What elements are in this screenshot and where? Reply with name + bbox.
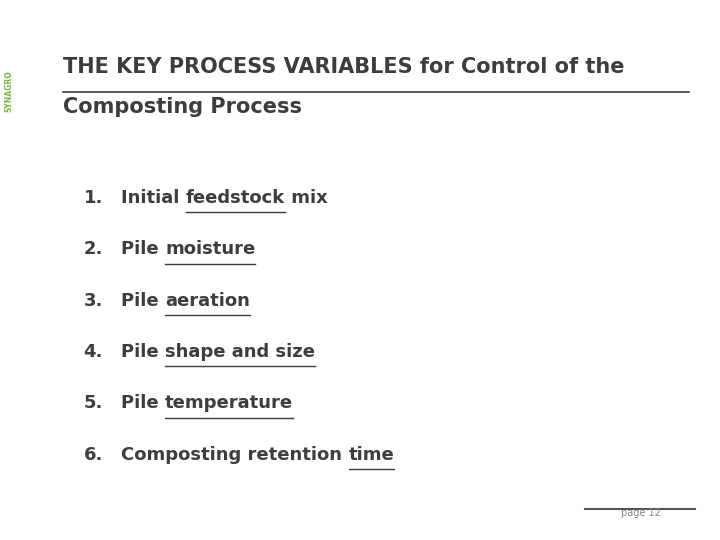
Text: shape and size: shape and size — [165, 343, 315, 361]
Text: Pile: Pile — [121, 240, 165, 258]
Text: Initial: Initial — [121, 189, 186, 207]
Text: 4.: 4. — [84, 343, 103, 361]
Text: THE KEY PROCESS VARIABLES for Control of the: THE KEY PROCESS VARIABLES for Control of… — [63, 57, 624, 77]
Text: page 12: page 12 — [621, 508, 660, 518]
Text: Pile: Pile — [121, 343, 165, 361]
Text: 6.: 6. — [84, 446, 103, 463]
Text: 5.: 5. — [84, 394, 103, 412]
Text: 1.: 1. — [84, 189, 103, 207]
Text: temperature: temperature — [165, 394, 293, 412]
Text: 3.: 3. — [84, 292, 103, 309]
Text: aeration: aeration — [165, 292, 250, 309]
Text: mix: mix — [285, 189, 328, 207]
Text: feedstock: feedstock — [186, 189, 285, 207]
Text: Composting retention: Composting retention — [121, 446, 348, 463]
Text: SYNAGRO: SYNAGRO — [4, 70, 14, 112]
Text: Pile: Pile — [121, 292, 165, 309]
Text: 2.: 2. — [84, 240, 103, 258]
Text: time: time — [348, 446, 395, 463]
Text: Pile: Pile — [121, 394, 165, 412]
Text: Composting Process: Composting Process — [63, 97, 302, 117]
Text: moisture: moisture — [165, 240, 256, 258]
